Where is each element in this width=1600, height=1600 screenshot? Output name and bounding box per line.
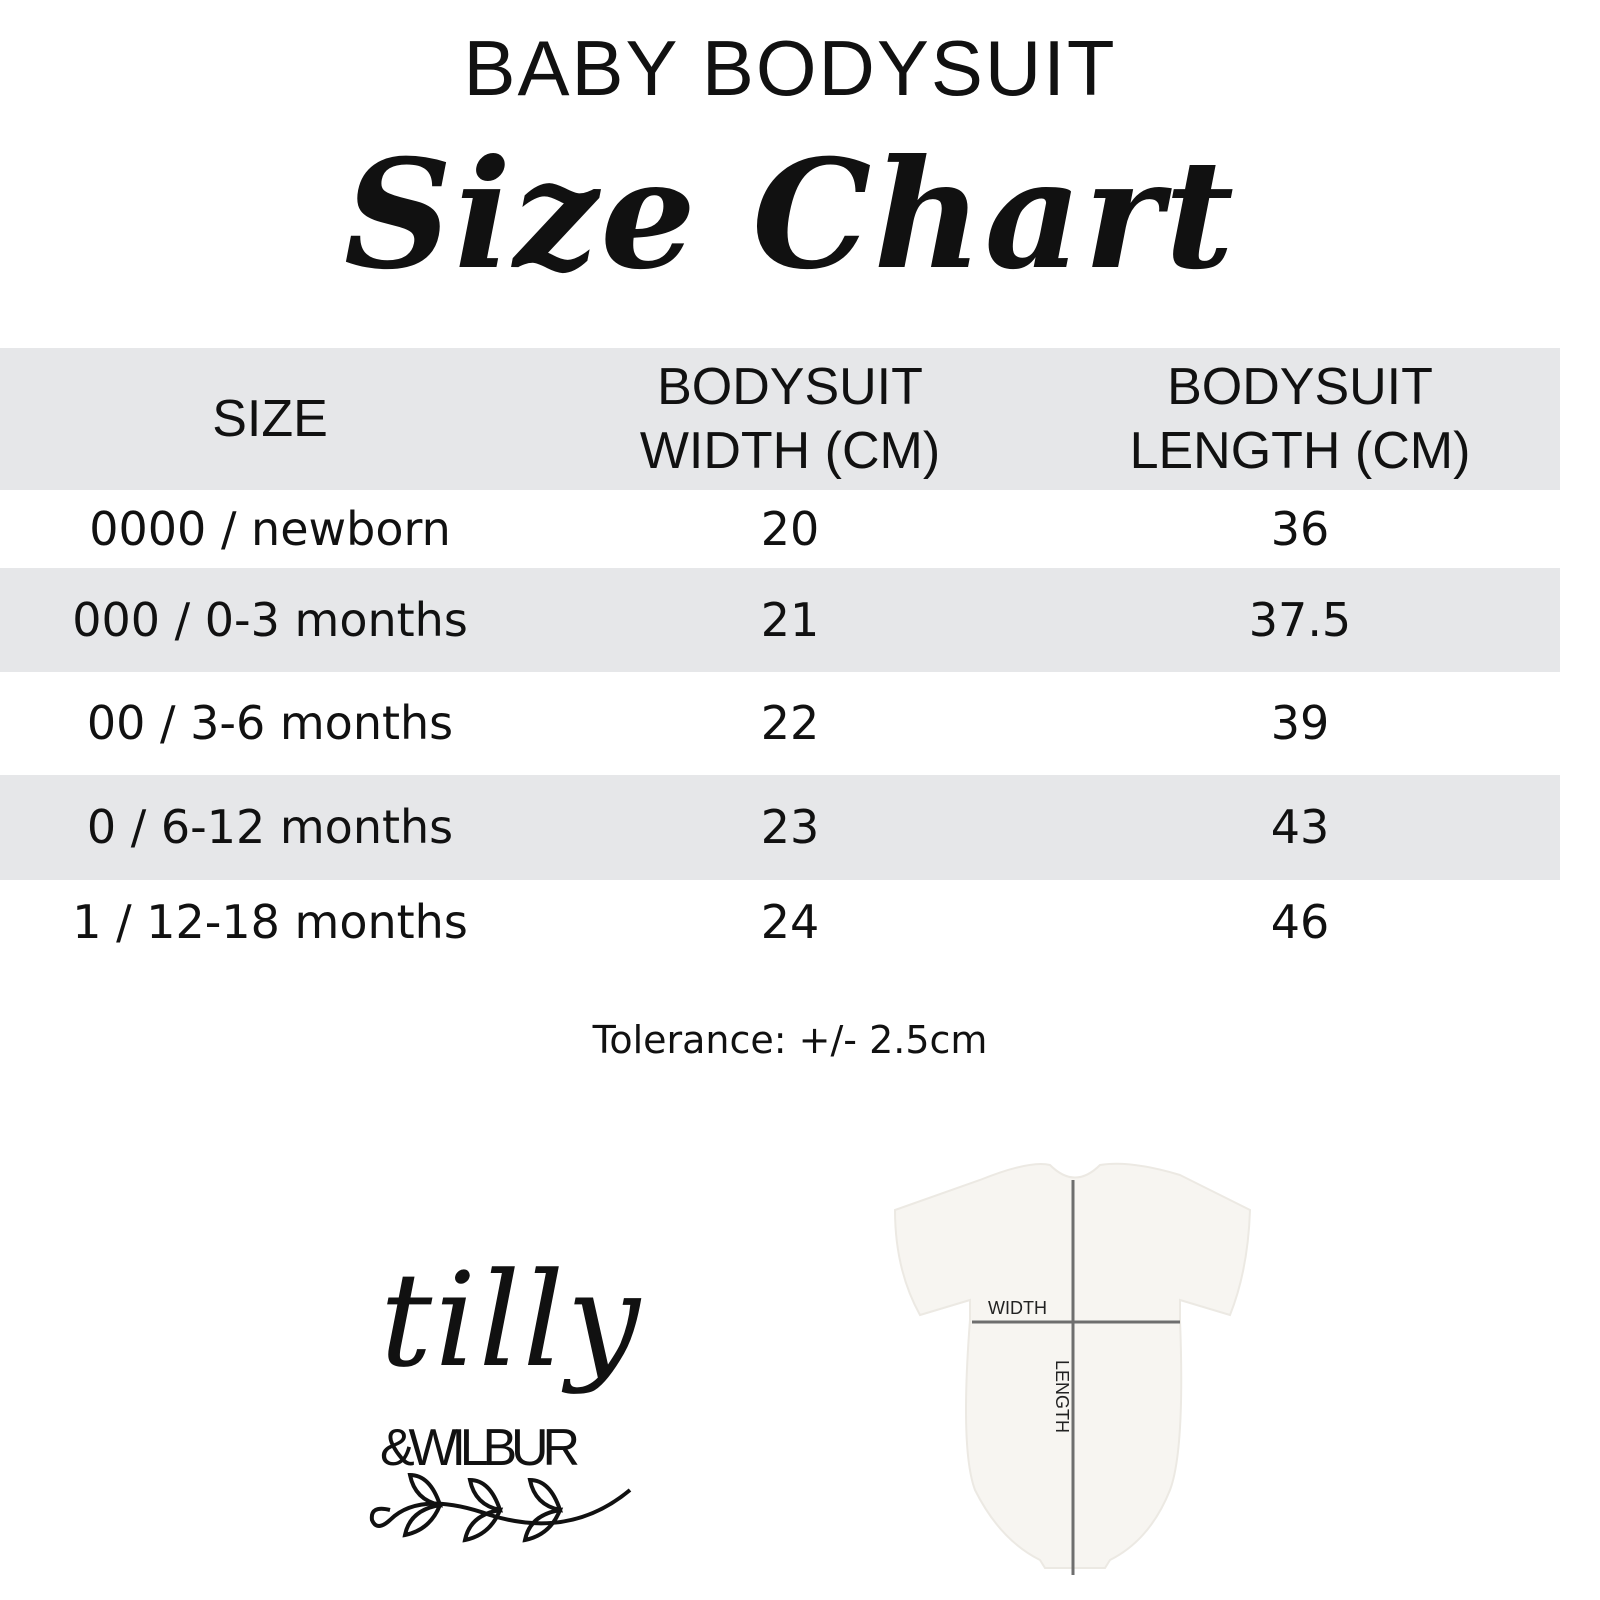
table-row: 1 / 12-18 months 24 46	[0, 880, 1560, 965]
length-cell: 39	[1270, 696, 1330, 750]
width-label: WIDTH	[988, 1298, 1047, 1318]
leaf-branch-icon	[369, 1472, 632, 1543]
header-length-line2: LENGTH (CM)	[1129, 422, 1471, 480]
header-length-line1: BODYSUIT	[1167, 358, 1433, 416]
width-cell: 21	[760, 593, 820, 647]
table-row: 000 / 0-3 months 21 37.5	[0, 568, 1560, 672]
size-cell: 1 / 12-18 months	[72, 895, 468, 949]
width-cell: 20	[760, 502, 820, 556]
width-cell: 22	[760, 696, 820, 750]
table-row: 00 / 3-6 months 22 39	[0, 672, 1560, 775]
brand-logo: tilly &WILBUR	[369, 1244, 642, 1543]
header-width-line1: BODYSUIT	[657, 358, 923, 416]
tolerance-note: Tolerance: +/- 2.5cm	[592, 1018, 988, 1062]
title-line1: BABY BODYSUIT	[463, 24, 1117, 112]
size-cell: 0000 / newborn	[89, 502, 451, 556]
bodysuit-diagram: WIDTH LENGTH	[893, 1162, 1252, 1575]
length-cell: 46	[1270, 895, 1330, 949]
table-row: 0 / 6-12 months 23 43	[0, 775, 1560, 880]
length-cell: 36	[1270, 502, 1330, 556]
width-cell: 23	[760, 800, 820, 854]
table-row: 0000 / newborn 20 36	[0, 490, 1560, 568]
table-header: SIZE BODYSUIT WIDTH (CM) BODYSUIT LENGTH…	[0, 348, 1560, 490]
header-size: SIZE	[212, 390, 328, 448]
length-cell: 43	[1270, 800, 1330, 854]
size-cell: 000 / 0-3 months	[72, 593, 468, 647]
title-line2: Size Chart	[343, 127, 1237, 303]
width-cell: 24	[760, 895, 820, 949]
header-width-line2: WIDTH (CM)	[639, 422, 941, 480]
logo-tilly: tilly	[380, 1244, 642, 1396]
size-cell: 0 / 6-12 months	[86, 800, 454, 854]
logo-wilbur: &WILBUR	[380, 1419, 580, 1477]
length-cell: 37.5	[1248, 593, 1352, 647]
header-length: BODYSUIT LENGTH (CM)	[1040, 355, 1560, 483]
size-cell: 00 / 3-6 months	[86, 696, 454, 750]
header-width: BODYSUIT WIDTH (CM)	[540, 355, 1040, 483]
length-label: LENGTH	[1052, 1360, 1072, 1433]
